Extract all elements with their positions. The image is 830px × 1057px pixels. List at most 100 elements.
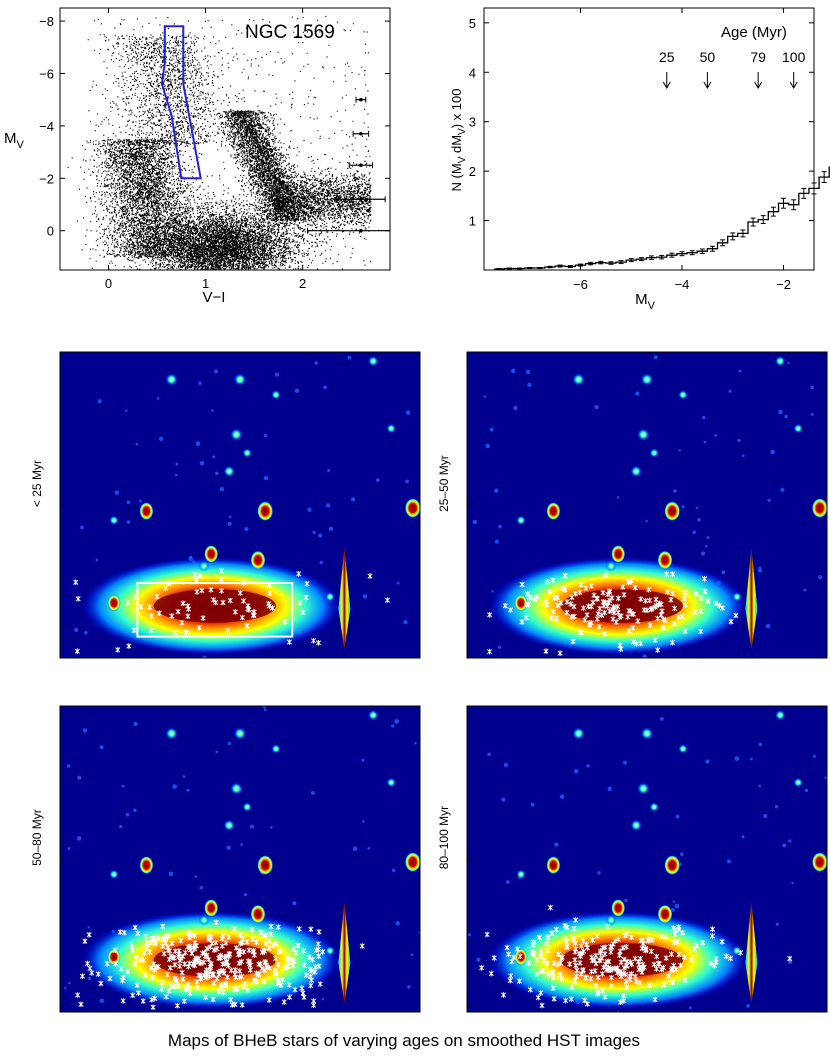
bheb-star-marker	[580, 605, 587, 611]
cmd-x-axis-label: V−I	[203, 289, 226, 306]
bheb-star-marker	[564, 599, 570, 605]
bheb-star-marker	[636, 961, 642, 968]
bheb-star-marker	[568, 601, 574, 607]
bheb-star-marker	[550, 609, 556, 615]
bheb-star-marker	[95, 971, 101, 977]
bheb-star-marker	[308, 926, 314, 933]
bheb-star-marker	[628, 971, 634, 977]
bheb-star-marker	[602, 951, 608, 957]
bheb-star-marker	[84, 960, 91, 967]
bheb-star-marker	[563, 997, 569, 1004]
bheb-star-marker	[674, 938, 680, 945]
bheb-star-marker	[551, 995, 557, 1002]
bheb-star-marker	[233, 974, 239, 981]
bheb-star-marker	[550, 577, 556, 584]
bheb-star-marker	[675, 614, 682, 621]
cmd-y-tick-label: 0	[47, 224, 54, 239]
bheb-star-marker	[172, 948, 178, 954]
bheb-star-marker	[244, 623, 250, 629]
bheb-star-marker	[637, 979, 643, 986]
bheb-star-marker	[194, 589, 200, 595]
bright-source	[546, 856, 561, 875]
bheb-star-marker	[244, 939, 250, 945]
bheb-star-marker	[247, 967, 253, 973]
lf-y-tick-label: 5	[469, 16, 476, 31]
cmd-star-points	[67, 15, 380, 271]
bheb-star-marker	[286, 994, 293, 1000]
bheb-star-marker	[719, 938, 725, 945]
bheb-star-marker	[550, 974, 556, 981]
bheb-star-marker	[249, 926, 255, 933]
bheb-star-marker	[267, 590, 273, 597]
point-source	[649, 447, 660, 458]
bheb-star-marker	[208, 962, 214, 969]
bheb-star-marker	[311, 1002, 317, 1009]
bheb-star-marker	[600, 590, 606, 596]
bheb-star-marker	[595, 974, 601, 981]
bheb-star-marker	[149, 935, 155, 942]
bheb-star-marker	[208, 586, 214, 593]
bheb-star-marker	[647, 597, 653, 604]
bheb-star-marker	[200, 615, 206, 621]
bheb-star-marker	[573, 962, 579, 969]
bright-source	[204, 898, 219, 917]
point-source	[198, 560, 210, 572]
cmd-x-tick-label: 2	[299, 276, 306, 291]
bheb-star-marker	[698, 608, 704, 615]
bheb-star-marker	[359, 943, 365, 949]
bheb-star-marker	[296, 570, 302, 577]
bheb-star-marker	[216, 971, 222, 978]
bheb-star-marker	[632, 973, 638, 980]
bheb-star-marker	[131, 627, 137, 634]
bheb-star-marker	[615, 936, 621, 942]
bheb-star-marker	[172, 962, 178, 968]
bheb-star-marker	[553, 926, 559, 933]
bheb-star-marker	[117, 929, 123, 935]
bheb-star-marker	[183, 986, 189, 993]
lf-age-marker-label: 100	[782, 49, 806, 65]
bheb-star-marker	[266, 600, 272, 607]
bheb-star-marker	[506, 951, 512, 957]
bheb-star-marker	[549, 930, 555, 937]
bheb-star-marker	[488, 970, 494, 977]
bheb-star-marker	[479, 965, 485, 971]
bheb-star-marker	[639, 945, 645, 952]
bheb-star-marker	[622, 932, 628, 939]
bheb-star-marker	[711, 962, 717, 969]
bheb-star-marker	[617, 999, 624, 1006]
bheb-star-marker	[610, 616, 616, 622]
point-source	[640, 373, 654, 387]
bheb-star-marker	[727, 955, 733, 962]
bheb-star-marker	[549, 615, 555, 621]
cmd-x-tick-label: 0	[105, 276, 112, 291]
bheb-star-marker	[668, 951, 675, 957]
bheb-star-marker	[193, 957, 199, 964]
bheb-star-marker	[567, 961, 573, 967]
point-source	[233, 727, 247, 741]
bheb-star-marker	[168, 982, 174, 989]
bheb-star-marker	[582, 997, 588, 1004]
point-source	[271, 389, 281, 400]
bheb-star-marker	[232, 609, 238, 615]
bheb-star-marker	[536, 934, 542, 941]
bheb-star-marker	[367, 573, 373, 579]
bheb-star-marker	[303, 594, 309, 601]
figure-caption: Maps of BHeB stars of varying ages on sm…	[168, 1031, 640, 1050]
bheb-star-marker	[578, 943, 585, 950]
bheb-star-marker	[269, 605, 276, 611]
bheb-star-marker	[163, 993, 169, 1000]
bheb-star-marker	[189, 932, 195, 938]
lf-x-tick-label: −2	[776, 277, 791, 292]
bheb-star-marker	[209, 940, 215, 947]
lf-y-tick-label: 2	[469, 164, 476, 179]
bheb-star-marker	[89, 970, 95, 976]
lf-x-tick-label: −6	[573, 277, 588, 292]
bheb-star-marker	[662, 617, 668, 624]
bheb-star-marker	[523, 602, 530, 609]
bheb-star-marker	[693, 590, 699, 597]
bheb-star-marker	[620, 970, 626, 977]
bheb-star-marker	[653, 966, 660, 972]
bheb-star-marker	[602, 609, 608, 616]
bheb-star-marker	[135, 930, 141, 937]
bheb-star-marker	[535, 994, 541, 1001]
